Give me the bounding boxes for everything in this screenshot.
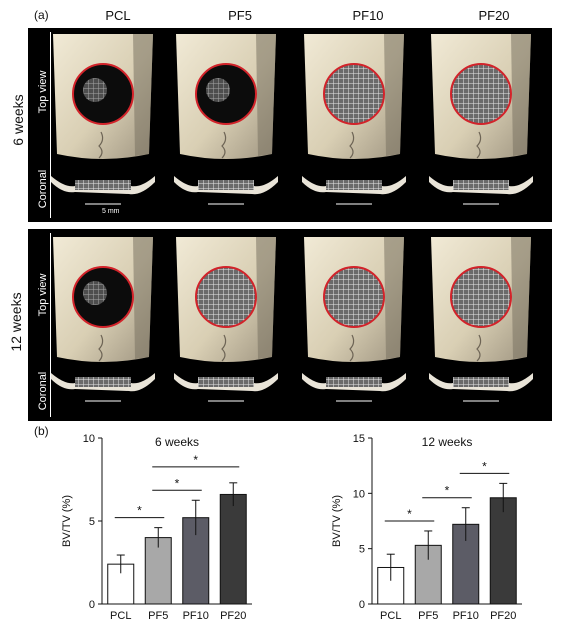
row-label-6-weeks: 6 weeks bbox=[10, 94, 26, 146]
significance-star: * bbox=[482, 459, 487, 473]
bar-pf5 bbox=[144, 537, 172, 605]
panel-b-letter: (b) bbox=[34, 424, 49, 438]
defect-outline bbox=[323, 63, 385, 125]
column-header-pf10: PF10 bbox=[352, 8, 384, 23]
label-divider-12w bbox=[50, 233, 51, 417]
scaffold-remnant bbox=[206, 78, 230, 102]
specimen-pcl bbox=[51, 237, 155, 402]
coronal-scaffold bbox=[75, 377, 131, 387]
defect-outline bbox=[323, 266, 385, 328]
x-tick-label: PF10 bbox=[453, 610, 479, 622]
micro-ct-images-12-weeks bbox=[51, 237, 533, 402]
suture-line bbox=[476, 334, 482, 362]
defect-region bbox=[451, 64, 511, 124]
coronal-scaffold bbox=[198, 377, 254, 387]
coronal-scaffold bbox=[326, 180, 382, 190]
specimen-pf20 bbox=[429, 34, 533, 205]
skull-shadow bbox=[384, 34, 404, 156]
specimen-pf10 bbox=[302, 34, 406, 205]
y-axis-label: BV/TV (%) bbox=[61, 495, 73, 547]
defect-region bbox=[324, 64, 384, 124]
scale-bar-label: 5 mm bbox=[102, 208, 120, 215]
defect-outline bbox=[195, 266, 257, 328]
x-tick-label: PCL bbox=[110, 610, 131, 622]
skull-shadow bbox=[511, 34, 531, 156]
skull-shadow bbox=[384, 237, 404, 359]
specimen-pf20 bbox=[429, 237, 533, 402]
skull-shadow bbox=[256, 237, 276, 359]
x-tick-label: PF20 bbox=[490, 610, 516, 622]
suture-line bbox=[98, 131, 104, 159]
significance-star: * bbox=[137, 504, 142, 518]
column-header-pf5: PF5 bbox=[228, 8, 252, 23]
skull-shadow bbox=[256, 34, 276, 156]
defect-region bbox=[196, 267, 256, 327]
suture-line bbox=[221, 334, 227, 362]
defect-region bbox=[324, 267, 384, 327]
bar-pf20 bbox=[489, 497, 517, 605]
suture-line bbox=[221, 131, 227, 159]
skull-shadow bbox=[511, 237, 531, 359]
suture-line bbox=[349, 334, 355, 362]
specimen-pf5 bbox=[174, 34, 278, 205]
skull-shadow bbox=[133, 237, 153, 359]
significance-star: * bbox=[445, 484, 450, 498]
bar-chart-6-weeks: 6 weeks 0 5 10 BV/TV (%) PCL PF5 PF10 PF20 * * * bbox=[61, 433, 252, 622]
coronal-scaffold bbox=[75, 180, 131, 190]
defect-outline bbox=[72, 63, 134, 125]
defect-region bbox=[451, 267, 511, 327]
y-tick-label: 0 bbox=[89, 599, 95, 611]
y-tick-label: 5 bbox=[89, 516, 95, 528]
scaffold-remnant bbox=[83, 78, 107, 102]
x-tick-label: PF20 bbox=[220, 610, 246, 622]
specimen-pf10 bbox=[302, 237, 406, 402]
y-tick-label: 0 bbox=[359, 599, 365, 611]
label-divider-6w bbox=[50, 32, 51, 218]
x-tick-label: PF5 bbox=[148, 610, 168, 622]
suture-line bbox=[349, 131, 355, 159]
column-header-pcl: PCL bbox=[105, 8, 131, 23]
bar-pf20 bbox=[219, 493, 247, 605]
panel-a-letter: (a) bbox=[34, 8, 49, 22]
coronal-scaffold bbox=[198, 180, 254, 190]
bar-chart-12-weeks: 12 weeks 0 5 10 15 BV/TV (%) PCL PF5 PF10 PF20 * * * bbox=[331, 433, 522, 622]
defect-outline bbox=[450, 63, 512, 125]
x-tick-label: PCL bbox=[380, 610, 401, 622]
micro-ct-block-6-weeks: Top view Coronal 5 mm bbox=[28, 28, 552, 222]
coronal-scaffold bbox=[453, 180, 509, 190]
specimen-pf5 bbox=[174, 237, 278, 402]
skull-shadow bbox=[133, 34, 153, 156]
micro-ct-images-6-weeks bbox=[51, 34, 533, 205]
coronal-scaffold bbox=[326, 377, 382, 387]
chart-title: 6 weeks bbox=[155, 435, 199, 449]
significance-star: * bbox=[193, 453, 198, 467]
defect-outline bbox=[72, 266, 134, 328]
chart-title: 12 weeks bbox=[422, 435, 473, 449]
x-tick-label: PF5 bbox=[418, 610, 438, 622]
significance-star: * bbox=[407, 507, 412, 521]
row-label-12-weeks: 12 weeks bbox=[8, 292, 24, 352]
micro-ct-block-12-weeks: Top view Coronal bbox=[28, 229, 552, 421]
y-tick-label: 15 bbox=[353, 433, 365, 445]
y-tick-label: 5 bbox=[359, 544, 365, 556]
scaffold-remnant bbox=[83, 281, 107, 305]
column-header-pf20: PF20 bbox=[478, 8, 510, 23]
significance-star: * bbox=[175, 476, 180, 490]
y-axis-label: BV/TV (%) bbox=[331, 495, 343, 547]
coronal-scaffold bbox=[453, 377, 509, 387]
y-tick-label: 10 bbox=[353, 488, 365, 500]
x-tick-label: PF10 bbox=[183, 610, 209, 622]
y-tick-label: 10 bbox=[83, 433, 95, 445]
defect-outline bbox=[195, 63, 257, 125]
suture-line bbox=[476, 131, 482, 159]
suture-line bbox=[98, 334, 104, 362]
specimen-pcl bbox=[51, 34, 155, 205]
defect-outline bbox=[450, 266, 512, 328]
